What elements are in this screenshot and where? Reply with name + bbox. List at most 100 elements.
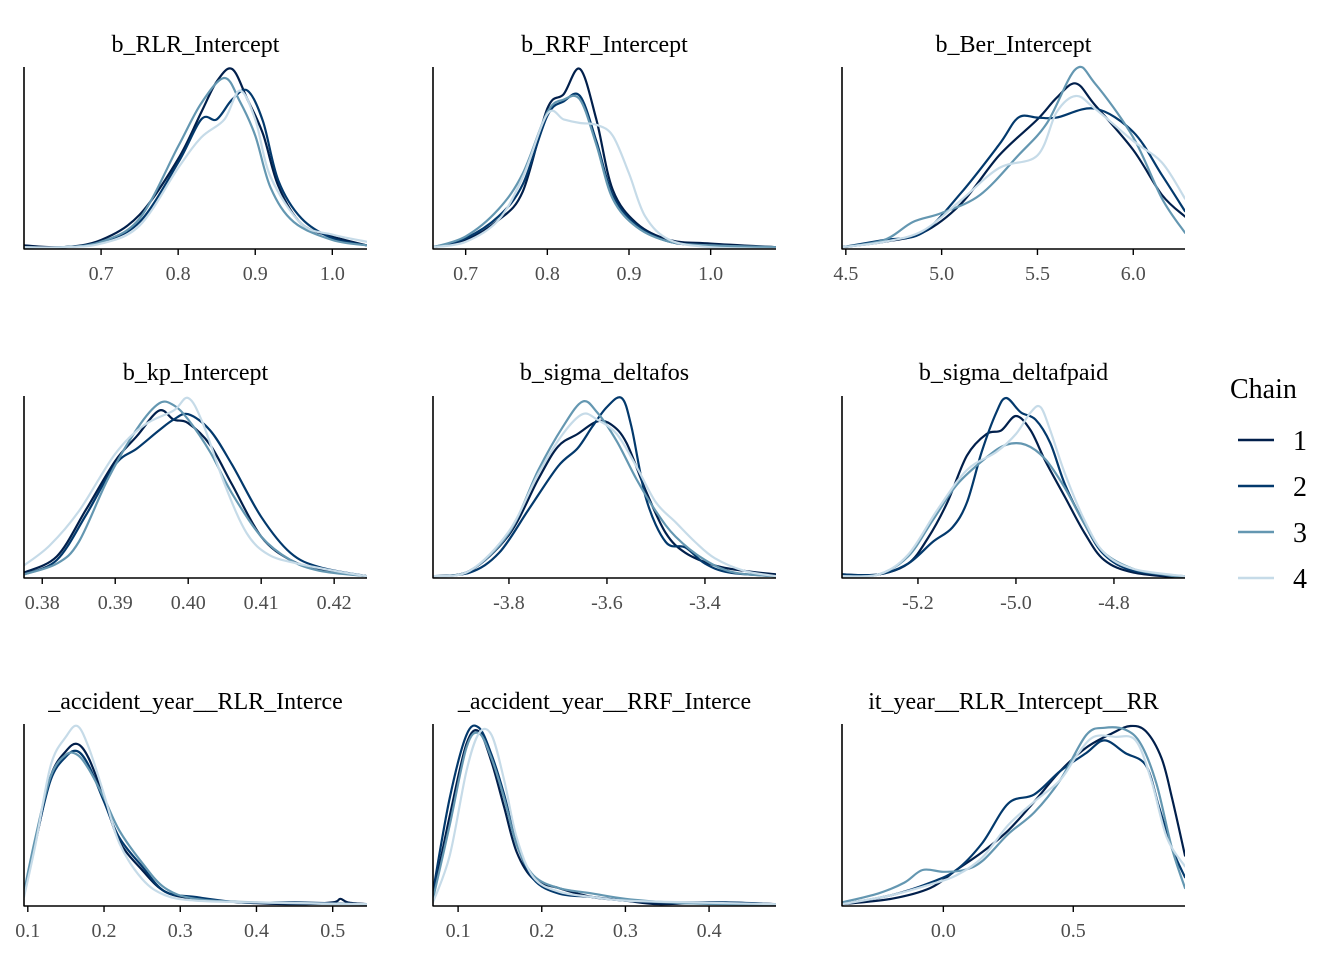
x-tick-label: 6.0 — [1121, 263, 1146, 285]
density-curves — [24, 67, 367, 249]
density-curves — [24, 396, 367, 578]
density-line-chain-1 — [24, 409, 367, 578]
x-tick-label: 0.7 — [453, 263, 478, 285]
density-line-chain-4 — [433, 727, 776, 906]
panel-title: b_Ber_Intercept — [936, 32, 1092, 58]
x-tick-label: -3.6 — [591, 592, 623, 614]
legend-label-chain-1: 1 — [1293, 426, 1307, 457]
legend-label-chain-3: 3 — [1293, 518, 1307, 549]
panel-title: it_year__RLR_Intercept__RR — [868, 689, 1159, 715]
density-curves — [842, 396, 1185, 578]
panel-title: b_sigma_deltafos — [520, 360, 689, 386]
density-line-chain-1 — [842, 82, 1185, 249]
x-tick-label: 0.2 — [529, 920, 554, 942]
x-tick-label: 0.3 — [613, 920, 638, 942]
density-line-chain-3 — [433, 94, 776, 249]
x-tick-label: 0.2 — [92, 920, 117, 942]
density-line-chain-3 — [842, 442, 1185, 578]
panel-title: b_kp_Intercept — [123, 360, 269, 386]
legend-label-chain-2: 2 — [1293, 472, 1307, 503]
density-line-chain-4 — [24, 396, 367, 578]
legend-title: Chain — [1230, 374, 1297, 405]
x-tick-label: 0.9 — [243, 263, 268, 285]
density-line-chain-4 — [24, 89, 367, 249]
x-tick-label: 0.40 — [171, 592, 206, 614]
density-curves — [433, 396, 776, 578]
panel-title: b_RRF_Intercept — [521, 32, 688, 58]
density-line-chain-3 — [433, 400, 776, 578]
density-line-chain-3 — [842, 65, 1185, 249]
x-tick-label: 0.8 — [166, 263, 191, 285]
panel-7: _accident_year__RLR_Interce 0.1 0.2 0.3 0.4 0… — [15, 689, 367, 942]
panel-4: b_kp_Intercept 0.38 0.39 0.40 0.41 0.42 — [23, 360, 367, 614]
panel-title: _accident_year__RLR_Interce — [47, 689, 343, 715]
x-tick-label: -5.2 — [902, 592, 934, 614]
x-tick-label: 0.4 — [697, 920, 722, 942]
density-line-chain-2 — [842, 396, 1185, 578]
density-line-chain-1 — [842, 414, 1185, 578]
x-tick-label: 5.5 — [1025, 263, 1050, 285]
density-line-chain-3 — [24, 400, 367, 578]
density-line-chain-4 — [433, 412, 776, 578]
x-tick-label: 0.3 — [168, 920, 193, 942]
x-tick-label: 0.39 — [98, 592, 133, 614]
panel-2: b_RRF_Intercept 0.7 0.8 0.9 1.0 — [432, 32, 776, 285]
density-line-chain-2 — [24, 412, 367, 578]
legend-label-chain-4: 4 — [1293, 564, 1307, 595]
density-line-chain-2 — [433, 396, 776, 578]
x-tick-label: 0.9 — [617, 263, 642, 285]
density-line-chain-1 — [433, 419, 776, 578]
panel-8: _accident_year__RRF_Interce 0.1 0.2 0.3 0.4 — [432, 689, 776, 942]
x-tick-label: 0.42 — [317, 592, 352, 614]
x-tick-label: -5.0 — [1000, 592, 1032, 614]
density-line-chain-4 — [842, 734, 1185, 906]
density-line-chain-3 — [842, 726, 1185, 904]
x-tick-label: 1.0 — [698, 263, 723, 285]
panel-1: b_RLR_Intercept 0.7 0.8 0.9 1.0 — [23, 32, 367, 285]
density-line-chain-2 — [24, 749, 367, 906]
x-tick-label: 0.1 — [15, 920, 40, 942]
density-curves — [433, 67, 776, 249]
panel-title: b_RLR_Intercept — [112, 32, 280, 58]
panel-6: b_sigma_deltafpaid -5.2 -5.0 -4.8 — [841, 360, 1185, 614]
x-tick-label: -4.8 — [1098, 592, 1130, 614]
panel-title: _accident_year__RRF_Interce — [457, 689, 751, 715]
density-curves — [842, 65, 1185, 249]
x-tick-label: 0.7 — [89, 263, 114, 285]
density-line-chain-1 — [24, 67, 367, 249]
x-tick-label: 0.4 — [244, 920, 269, 942]
x-tick-label: 0.0 — [931, 920, 956, 942]
density-line-chain-1 — [24, 742, 367, 906]
density-line-chain-4 — [842, 94, 1185, 249]
density-line-chain-2 — [842, 739, 1185, 906]
density-line-chain-4 — [842, 404, 1185, 578]
density-line-chain-4 — [433, 109, 776, 249]
density-curves — [842, 724, 1185, 906]
x-tick-label: 1.0 — [320, 263, 345, 285]
x-tick-label: 0.5 — [1061, 920, 1086, 942]
density-line-chain-3 — [433, 731, 776, 906]
density-line-chain-4 — [24, 724, 367, 906]
density-line-chain-2 — [842, 107, 1185, 249]
density-line-chain-3 — [24, 751, 367, 906]
panel-title: b_sigma_deltafpaid — [919, 360, 1108, 386]
x-tick-label: 0.5 — [320, 920, 345, 942]
panel-9: it_year__RLR_Intercept__RR 0.0 0.5 — [841, 689, 1185, 942]
x-tick-label: 5.0 — [929, 263, 954, 285]
x-tick-label: 0.41 — [244, 592, 279, 614]
density-curves — [24, 724, 367, 906]
x-tick-label: 4.5 — [833, 263, 858, 285]
panel-5: b_sigma_deltafos -3.8 -3.6 -3.4 — [432, 360, 776, 614]
density-line-chain-2 — [433, 724, 776, 906]
x-tick-label: 0.38 — [25, 592, 60, 614]
density-line-chain-1 — [433, 67, 776, 249]
density-line-chain-1 — [433, 729, 776, 906]
x-tick-label: 0.1 — [446, 920, 471, 942]
density-line-chain-1 — [842, 724, 1185, 906]
density-line-chain-3 — [24, 76, 367, 249]
panel-3: b_Ber_Intercept 4.5 5.0 5.5 6.0 — [833, 32, 1185, 285]
density-curves — [433, 724, 776, 906]
x-tick-label: 0.8 — [535, 263, 560, 285]
